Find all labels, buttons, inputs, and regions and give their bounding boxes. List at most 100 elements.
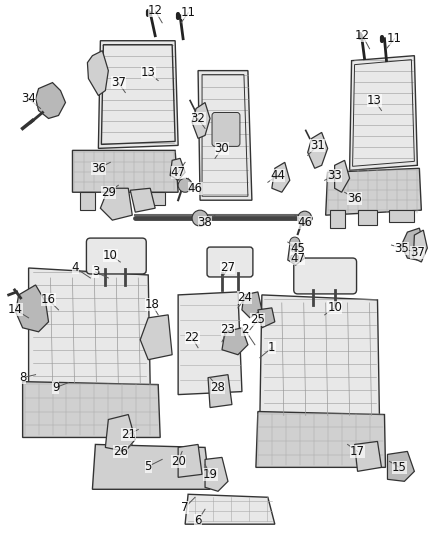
- Polygon shape: [401, 228, 424, 260]
- Polygon shape: [92, 445, 210, 489]
- Text: 4: 4: [72, 262, 79, 274]
- Polygon shape: [335, 160, 350, 192]
- Text: 45: 45: [290, 241, 305, 255]
- Polygon shape: [355, 441, 381, 471]
- Polygon shape: [140, 192, 165, 205]
- Polygon shape: [35, 83, 66, 118]
- Polygon shape: [23, 382, 160, 438]
- Text: 10: 10: [103, 248, 118, 262]
- Polygon shape: [16, 285, 49, 332]
- Text: 47: 47: [290, 252, 305, 264]
- Polygon shape: [242, 292, 262, 318]
- Text: 12: 12: [148, 4, 162, 17]
- Polygon shape: [205, 457, 228, 491]
- Text: 3: 3: [92, 265, 99, 278]
- Text: 31: 31: [310, 139, 325, 152]
- Text: 30: 30: [215, 142, 230, 155]
- Circle shape: [290, 237, 300, 247]
- Text: 44: 44: [270, 169, 285, 182]
- Polygon shape: [222, 328, 248, 355]
- Text: 5: 5: [145, 460, 152, 473]
- FancyBboxPatch shape: [294, 258, 357, 294]
- FancyBboxPatch shape: [207, 247, 253, 277]
- FancyBboxPatch shape: [86, 238, 146, 274]
- Text: 8: 8: [19, 371, 26, 384]
- Text: 47: 47: [171, 166, 186, 179]
- Polygon shape: [260, 295, 379, 419]
- Polygon shape: [28, 268, 150, 387]
- Text: 7: 7: [181, 500, 189, 514]
- Text: 10: 10: [327, 301, 342, 314]
- Text: 11: 11: [387, 32, 402, 45]
- Text: 38: 38: [198, 216, 212, 229]
- Text: 12: 12: [355, 29, 370, 42]
- Text: 46: 46: [297, 216, 312, 229]
- Polygon shape: [330, 210, 345, 228]
- Text: 2: 2: [241, 324, 249, 336]
- Text: 36: 36: [347, 192, 362, 205]
- Text: 33: 33: [327, 169, 342, 182]
- Text: 14: 14: [8, 303, 23, 317]
- Polygon shape: [106, 415, 135, 451]
- Text: 26: 26: [113, 445, 128, 458]
- Polygon shape: [192, 102, 210, 139]
- Text: 6: 6: [194, 514, 202, 527]
- Text: 19: 19: [202, 468, 218, 481]
- Text: 18: 18: [145, 298, 159, 311]
- Polygon shape: [72, 150, 178, 192]
- Text: 28: 28: [211, 381, 226, 394]
- Circle shape: [298, 211, 312, 225]
- Circle shape: [291, 254, 299, 262]
- Text: 24: 24: [237, 292, 252, 304]
- Polygon shape: [357, 210, 378, 225]
- Text: 36: 36: [91, 162, 106, 175]
- Text: 27: 27: [220, 262, 236, 274]
- Polygon shape: [88, 51, 108, 95]
- Text: 25: 25: [251, 313, 265, 326]
- Text: 22: 22: [184, 332, 200, 344]
- Text: 23: 23: [221, 324, 235, 336]
- Polygon shape: [100, 188, 132, 220]
- Text: 16: 16: [41, 293, 56, 306]
- Text: 34: 34: [21, 92, 36, 105]
- Text: 13: 13: [141, 66, 155, 79]
- Polygon shape: [413, 230, 427, 262]
- Polygon shape: [272, 163, 290, 192]
- Polygon shape: [258, 308, 275, 328]
- Polygon shape: [256, 411, 385, 467]
- Polygon shape: [130, 188, 155, 212]
- Polygon shape: [388, 451, 414, 481]
- Text: 9: 9: [52, 381, 59, 394]
- Text: 37: 37: [111, 76, 126, 89]
- Text: 1: 1: [268, 341, 276, 354]
- Polygon shape: [208, 375, 232, 408]
- FancyBboxPatch shape: [212, 112, 240, 147]
- Polygon shape: [81, 192, 95, 210]
- Polygon shape: [178, 445, 202, 478]
- Text: 11: 11: [180, 6, 196, 19]
- Text: 17: 17: [350, 445, 365, 458]
- Circle shape: [192, 210, 208, 226]
- Circle shape: [178, 178, 192, 192]
- Polygon shape: [198, 71, 252, 200]
- Text: 13: 13: [367, 94, 382, 107]
- Text: 32: 32: [191, 112, 205, 125]
- Text: 29: 29: [101, 185, 116, 199]
- Polygon shape: [326, 168, 421, 215]
- Polygon shape: [170, 158, 185, 180]
- Text: 21: 21: [121, 428, 136, 441]
- Polygon shape: [99, 41, 178, 148]
- Polygon shape: [108, 192, 128, 210]
- Polygon shape: [185, 494, 275, 524]
- Text: 46: 46: [187, 182, 203, 195]
- Polygon shape: [350, 55, 417, 171]
- Text: 37: 37: [410, 246, 425, 259]
- Polygon shape: [178, 292, 242, 394]
- Text: 15: 15: [392, 461, 407, 474]
- Text: 20: 20: [171, 455, 186, 468]
- Polygon shape: [308, 132, 328, 168]
- Polygon shape: [140, 315, 172, 360]
- Polygon shape: [288, 242, 305, 265]
- Polygon shape: [389, 210, 414, 222]
- Text: 35: 35: [394, 241, 409, 255]
